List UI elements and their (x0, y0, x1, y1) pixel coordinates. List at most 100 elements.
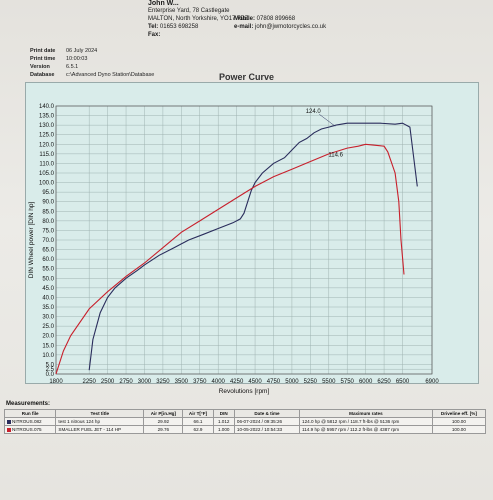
y-tick-label: 125.0 (39, 133, 55, 139)
table-cell: 124.0 hp @ 5812 rpm / 118.7 ft-lbs @ 513… (299, 417, 433, 426)
y-tick-label: 40.0 (42, 295, 54, 301)
x-tick-label: 5000 (285, 379, 299, 385)
table-cell: test 1 nitrous 124 hp (55, 417, 145, 426)
y-tick-label: 55.0 (42, 267, 54, 273)
table-cell: 1.012 (212, 417, 235, 426)
x-tick-label: 3250 (156, 379, 170, 385)
column-header: Maximum rates (299, 409, 433, 418)
y-tick-label: 20.0 (42, 334, 54, 340)
series-line-nitrous-075 (55, 143, 405, 375)
y-tick-label: 30.0 (42, 315, 54, 321)
y-tick-label: 0.0 (46, 372, 55, 378)
column-header: Run file (3, 409, 57, 418)
x-tick-label: 3750 (193, 379, 207, 385)
fax-label: Fax: (148, 32, 161, 38)
y-tick-label: 130.0 (39, 123, 55, 129)
table-cell: 66.1 (182, 417, 214, 426)
y-tick-label: 140.0 (39, 104, 55, 110)
x-tick-label: 5250 (304, 379, 318, 385)
x-tick-label: 2500 (101, 379, 115, 385)
y-tick-label: 105.0 (39, 171, 55, 177)
x-tick-label: 3000 (138, 379, 152, 385)
table-cell: 1.000 (212, 425, 235, 434)
mobile-label: Mobile: (234, 16, 255, 22)
x-tick-label: 1800 (49, 379, 63, 385)
column-header: DIN (212, 409, 235, 418)
column-header: Date & time (233, 409, 301, 418)
y-tick-label: 85.0 (42, 209, 54, 215)
database-value: c:\Advanced Dyno Station\Database (66, 72, 155, 78)
x-tick-label: 6500 (396, 379, 410, 385)
x-tick-label: 6250 (377, 379, 391, 385)
table-cell: 06-07-2024 / 09:35:26 (233, 417, 301, 426)
table-cell: 100.00 (431, 425, 487, 434)
column-header: Driveline eff. [%] (431, 409, 487, 418)
power-curve-chart: 1800 2250 2500 2750 3000 3250 3500 3750 4000 4250… (28, 104, 439, 395)
x-tick-label: 4000 (212, 379, 226, 385)
print-date-label: Print date (30, 48, 56, 54)
plot-frame (55, 105, 433, 375)
y-tick-label: 5.0 (46, 362, 55, 368)
tel-value: 01653 698258 (159, 24, 199, 30)
x-tick-label: 3500 (175, 379, 189, 385)
y-tick-label: 80.0 (42, 219, 54, 225)
y-tick-label: 115.0 (39, 152, 54, 158)
measurements-table: Run file Test title Air P[in.Hg] Air T[°F] D… (3, 409, 487, 434)
y-tick-label: 2.5 (46, 367, 55, 373)
y-tick-label: 70.0 (42, 238, 54, 244)
y-axis-label: DIN Wheel power [DIN hp] (28, 202, 35, 279)
column-header: Test title (55, 409, 145, 418)
table-cell: NITROUS.082 (3, 417, 57, 426)
column-header: Air T[°F] (182, 409, 214, 418)
table-cell: 114.9 hp @ 5957 rpm / 112.2 ft-lbs @ 438… (299, 425, 433, 434)
y-tick-label: 75.0 (42, 228, 54, 234)
chart-title: Power Curve (218, 72, 275, 82)
series-color-swatch (7, 427, 11, 432)
email-value: john@jwmotorcycles.co.uk (255, 24, 327, 30)
y-tick-label: 10.0 (42, 353, 54, 359)
y-tick-label: 15.0 (42, 343, 54, 349)
column-header: Air P[in.Hg] (143, 409, 184, 418)
y-tick-label: 45.0 (42, 286, 54, 292)
table-cell: 62.9 (182, 425, 214, 434)
y-tick-label: 65.0 (42, 248, 54, 254)
measurements-title: Measurements: (6, 401, 51, 407)
company-name: John W... (148, 0, 179, 7)
table-cell: NITROUS.075 (3, 425, 57, 434)
table-row: NITROUS.082 test 1 nitrous 124 hp 29.92 66.… (3, 417, 487, 426)
x-tick-label: 2750 (119, 379, 133, 385)
y-tick-label: 120.0 (39, 142, 55, 148)
mobile-value: 07808 899668 (256, 16, 296, 22)
y-tick-label: 50.0 (42, 276, 54, 282)
x-tick-label: 4750 (267, 379, 281, 385)
y-tick-label: 90.0 (42, 200, 54, 206)
x-tick-label: 5500 (322, 379, 336, 385)
email-label: e-mail: (234, 24, 254, 30)
x-tick-label: 6000 (359, 379, 373, 385)
y-tick-label: 135.0 (39, 114, 55, 120)
y-tick-label: 100.0 (39, 181, 55, 187)
y-tick-label: 25.0 (42, 324, 54, 330)
table-cell: SMALLER FUEL JET - 114 HP (55, 425, 145, 434)
table-cell: 10-05-2022 / 10:54:33 (233, 425, 301, 434)
print-date-value: 06 July 2024 (66, 48, 98, 54)
chart-area (25, 82, 479, 384)
measurements-header-row: Run file Test title Air P[in.Hg] Air T[°F] D… (3, 409, 487, 418)
table-row: NITROUS.075 SMALLER FUEL JET - 114 HP 29.7… (3, 425, 487, 434)
series-color-swatch (7, 419, 11, 424)
version-value: 6.5.1 (66, 64, 79, 70)
version-label: Version (30, 64, 50, 70)
x-tick-label: 4500 (248, 379, 262, 385)
address-line-1: Enterprise Yard, 78 Castlegate (148, 8, 230, 14)
tel-label: Tel: (148, 24, 159, 30)
print-time-label: Print time (30, 56, 56, 62)
print-time-value: 10:00:03 (66, 56, 88, 62)
x-tick-label: 2250 (82, 379, 96, 385)
x-tick-label: 6900 (425, 379, 439, 385)
y-tick-label: 60.0 (42, 257, 54, 263)
y-tick-label: 35.0 (42, 305, 54, 311)
database-label: Database (30, 72, 55, 78)
peak-label: 114.6 (328, 152, 343, 158)
series-line-nitrous-082 (88, 122, 418, 371)
table-cell: 100.00 (431, 417, 487, 426)
